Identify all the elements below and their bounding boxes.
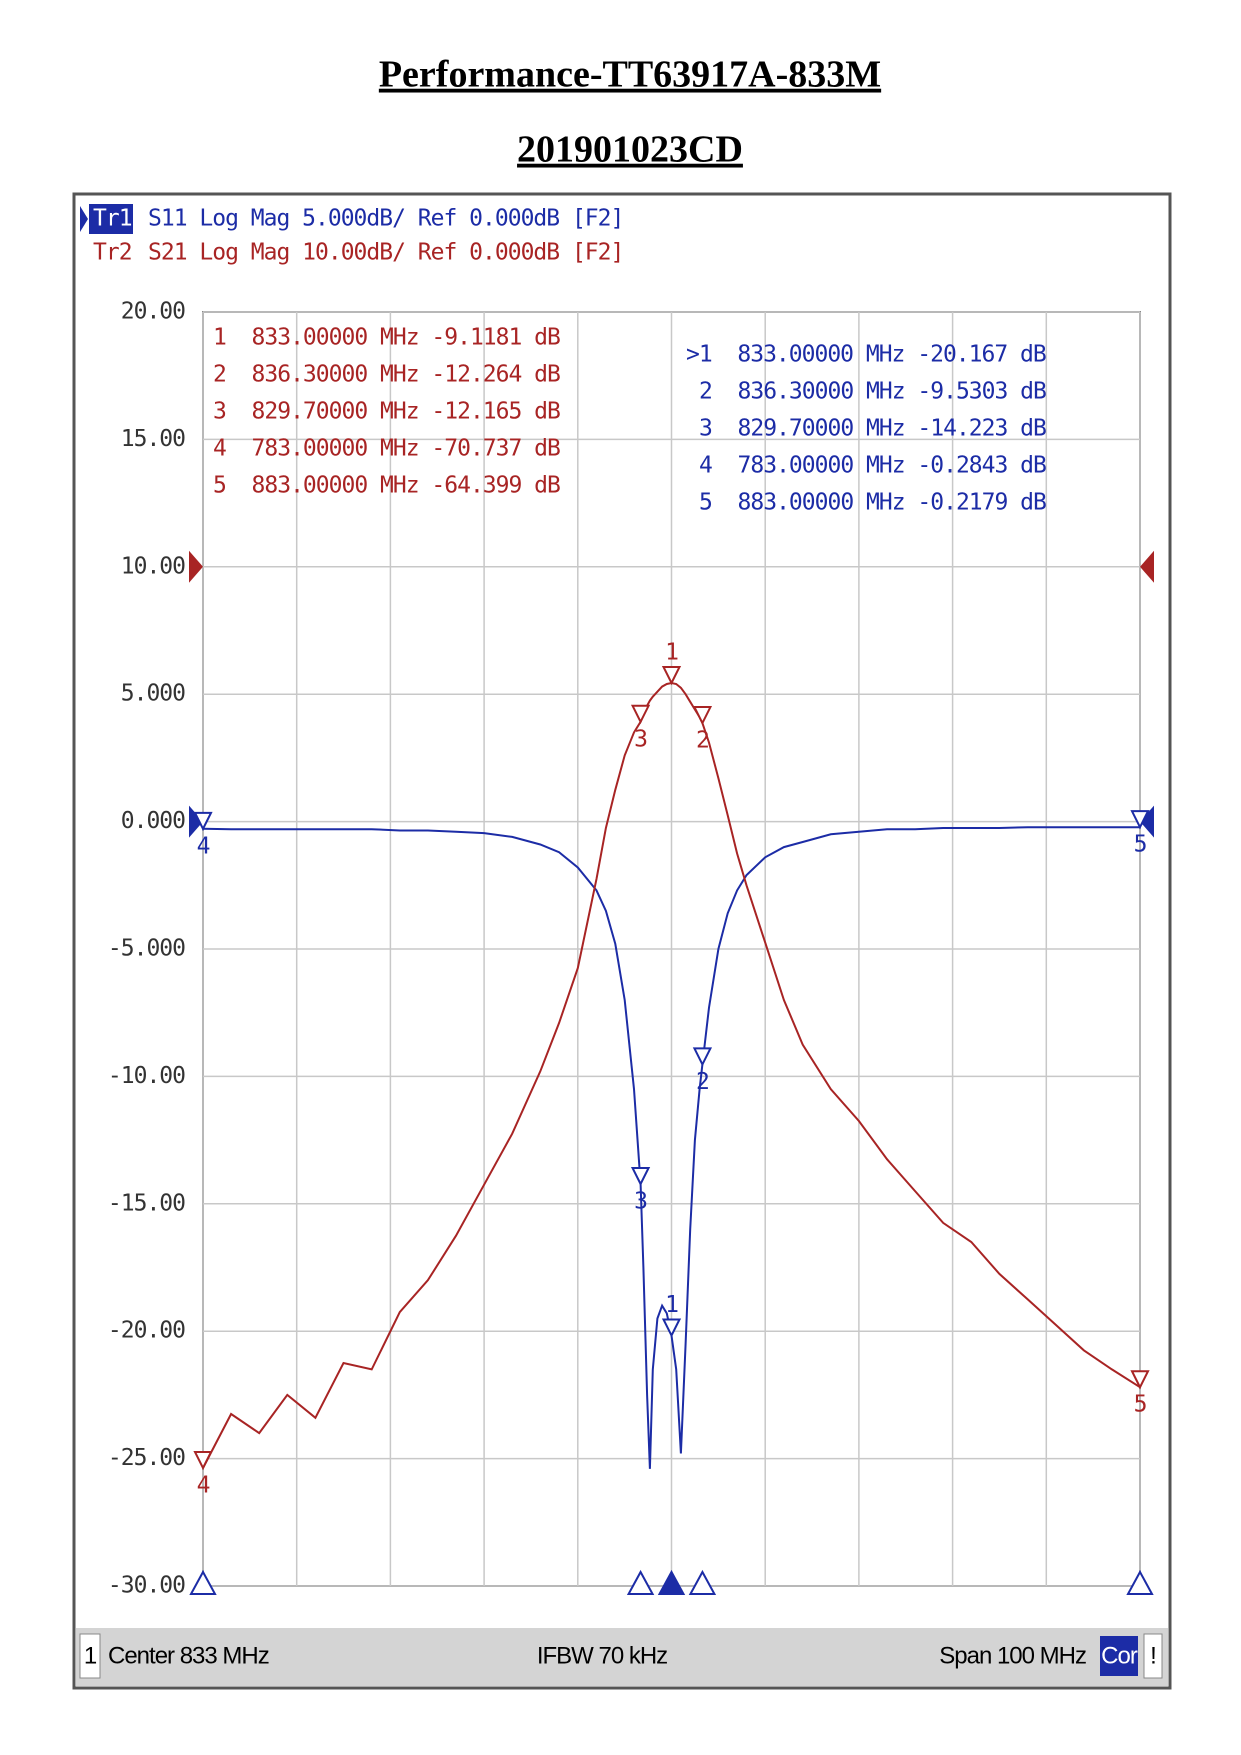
y-tick-label: 0.000 — [121, 808, 185, 834]
alert-box — [1143, 1633, 1163, 1679]
marker — [692, 706, 713, 726]
ref-marker — [1140, 550, 1154, 583]
y-tick-label: -30.00 — [108, 1573, 185, 1599]
marker-readout: 3 829.70000 MHz -12.165 dB — [213, 399, 560, 425]
y-tick-label: -25.00 — [108, 1445, 185, 1471]
chart-title: Performance-TT63917A-833M — [379, 54, 881, 96]
channel-box — [79, 1633, 101, 1679]
marker-x-indicator — [626, 1569, 655, 1595]
y-tick-label: 20.00 — [121, 299, 185, 325]
marker-number: 3 — [634, 1189, 647, 1215]
marker — [630, 1167, 651, 1187]
status-bar — [76, 1628, 1168, 1686]
marker — [193, 1450, 213, 1471]
marker-x-indicator — [657, 1569, 686, 1595]
marker-number: 5 — [1134, 1392, 1147, 1418]
marker-readout: 3 829.70000 MHz -14.223 dB — [699, 416, 1046, 442]
marker-number: 1 — [665, 1292, 678, 1318]
correction-box — [1100, 1636, 1138, 1676]
trace-id: Tr2 — [93, 240, 132, 266]
active-arrow — [80, 206, 88, 232]
marker-number: 1 — [665, 639, 678, 665]
marker — [661, 665, 682, 686]
trace-description: S11 Log Mag 5.000dB/ Ref 0.000dB [F2] — [148, 206, 623, 232]
marker-readout: 4 783.00000 MHz -0.2843 dB — [699, 453, 1046, 479]
marker-readout: 1 833.00000 MHz -9.1181 dB — [213, 325, 560, 351]
y-tick-label: -15.00 — [108, 1190, 185, 1216]
marker-number: 2 — [696, 1069, 709, 1095]
channel: 1 — [84, 1642, 97, 1669]
marker — [1130, 1370, 1150, 1390]
trace-description: S21 Log Mag 10.00dB/ Ref 0.000dB [F2] — [148, 240, 623, 266]
ref-marker — [1140, 805, 1154, 838]
marker — [193, 811, 213, 832]
marker-readout: 5 883.00000 MHz -64.399 dB — [213, 473, 560, 499]
marker-number: 3 — [634, 726, 647, 752]
marker — [630, 704, 651, 725]
marker-readout: 2 836.30000 MHz -9.5303 dB — [699, 379, 1046, 405]
marker-number: 4 — [197, 1472, 210, 1498]
marker-number: 5 — [1134, 832, 1147, 858]
active-trace-box — [89, 204, 133, 234]
marker — [1130, 810, 1150, 830]
y-tick-label: 10.00 — [121, 553, 185, 579]
correction: Cor — [1101, 1642, 1138, 1669]
y-tick-label: 5.000 — [121, 681, 185, 707]
marker — [692, 1047, 713, 1067]
alert: ! — [1150, 1642, 1156, 1669]
marker — [661, 1318, 682, 1338]
ref-marker — [189, 550, 203, 583]
ifbw: IFBW 70 kHz — [537, 1642, 667, 1669]
center: Center 833 MHz — [108, 1642, 269, 1669]
marker-x-indicator — [1126, 1569, 1154, 1595]
y-tick-label: 15.00 — [121, 426, 185, 452]
chart-subtitle: 201901023CD — [517, 129, 743, 171]
y-tick-label: -20.00 — [108, 1318, 185, 1344]
y-tick-label: -5.000 — [108, 936, 185, 962]
marker-readout: >1 833.00000 MHz -20.167 dB — [686, 342, 1046, 368]
y-tick-label: -10.00 — [108, 1063, 185, 1089]
marker-x-indicator — [189, 1569, 217, 1595]
span: Span 100 MHz — [939, 1642, 1086, 1669]
ref-marker — [189, 805, 203, 838]
marker-readout: 5 883.00000 MHz -0.2179 dB — [699, 490, 1046, 516]
marker-readout: 4 783.00000 MHz -70.737 dB — [213, 436, 560, 462]
marker-x-indicator — [688, 1569, 717, 1595]
trace-id: Tr1 — [93, 206, 132, 232]
trace — [202, 681, 1141, 1469]
marker-number: 4 — [197, 833, 210, 859]
marker-number: 2 — [696, 728, 709, 754]
marker-readout: 2 836.30000 MHz -12.264 dB — [213, 362, 560, 388]
